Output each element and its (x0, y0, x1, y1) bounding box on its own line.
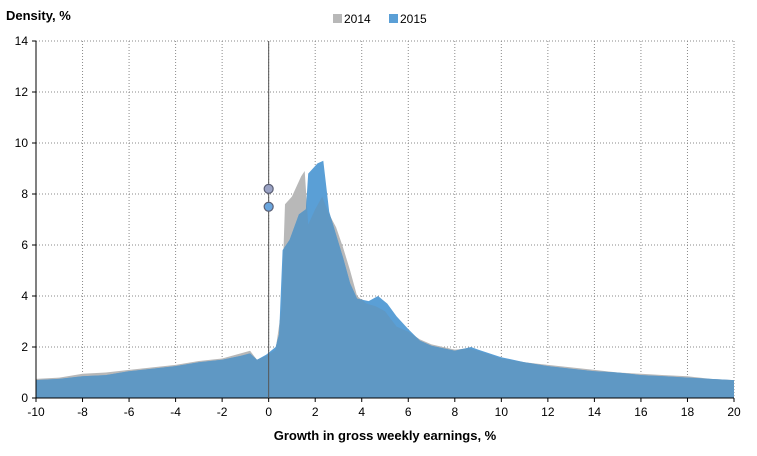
y-tick-label: 10 (15, 136, 29, 150)
legend-swatch-2015 (389, 14, 398, 23)
x-tick-label: 18 (681, 405, 695, 419)
y-tick-label: 0 (21, 391, 28, 405)
x-tick-label: -8 (77, 405, 88, 419)
series-overlap-area (36, 171, 734, 398)
markers (263, 183, 274, 212)
y-tick-label: 8 (21, 187, 28, 201)
legend-label-2014: 2014 (344, 12, 371, 26)
x-tick-label: 2 (312, 405, 319, 419)
x-tick-label: 6 (405, 405, 412, 419)
x-tick-label: -6 (124, 405, 135, 419)
x-tick-label: 20 (727, 405, 741, 419)
y-tick-labels: 0 2 4 6 8 10 12 14 (15, 34, 29, 405)
y-axis-label: Density, % (6, 8, 71, 23)
x-tick-label: -10 (27, 405, 45, 419)
x-axis-label: Growth in gross weekly earnings, % (274, 428, 497, 443)
x-tick-label: 16 (634, 405, 648, 419)
axes (32, 40, 735, 402)
x-tick-labels: -10 -8 -6 -4 -2 0 2 4 6 8 10 12 14 16 18 20 (27, 405, 741, 419)
x-tick-label: -2 (217, 405, 228, 419)
legend: 2014 2015 (333, 12, 427, 26)
y-tick-label: 14 (15, 34, 29, 48)
y-tick-label: 2 (21, 340, 28, 354)
legend-label-2015: 2015 (400, 12, 427, 26)
legend-swatch-2014 (333, 14, 342, 23)
y-tick-label: 12 (15, 85, 29, 99)
y-tick-label: 6 (21, 238, 28, 252)
x-tick-label: 14 (588, 405, 602, 419)
x-tick-label: 4 (358, 405, 365, 419)
plot-areas (36, 160, 734, 398)
y-tick-label: 4 (21, 289, 28, 303)
marker-2015 (263, 201, 274, 212)
x-tick-label: -4 (170, 405, 181, 419)
x-tick-label: 8 (451, 405, 458, 419)
x-tick-label: 12 (541, 405, 555, 419)
x-tick-label: 10 (495, 405, 509, 419)
x-tick-label: 0 (265, 405, 272, 419)
marker-2014 (263, 183, 274, 194)
